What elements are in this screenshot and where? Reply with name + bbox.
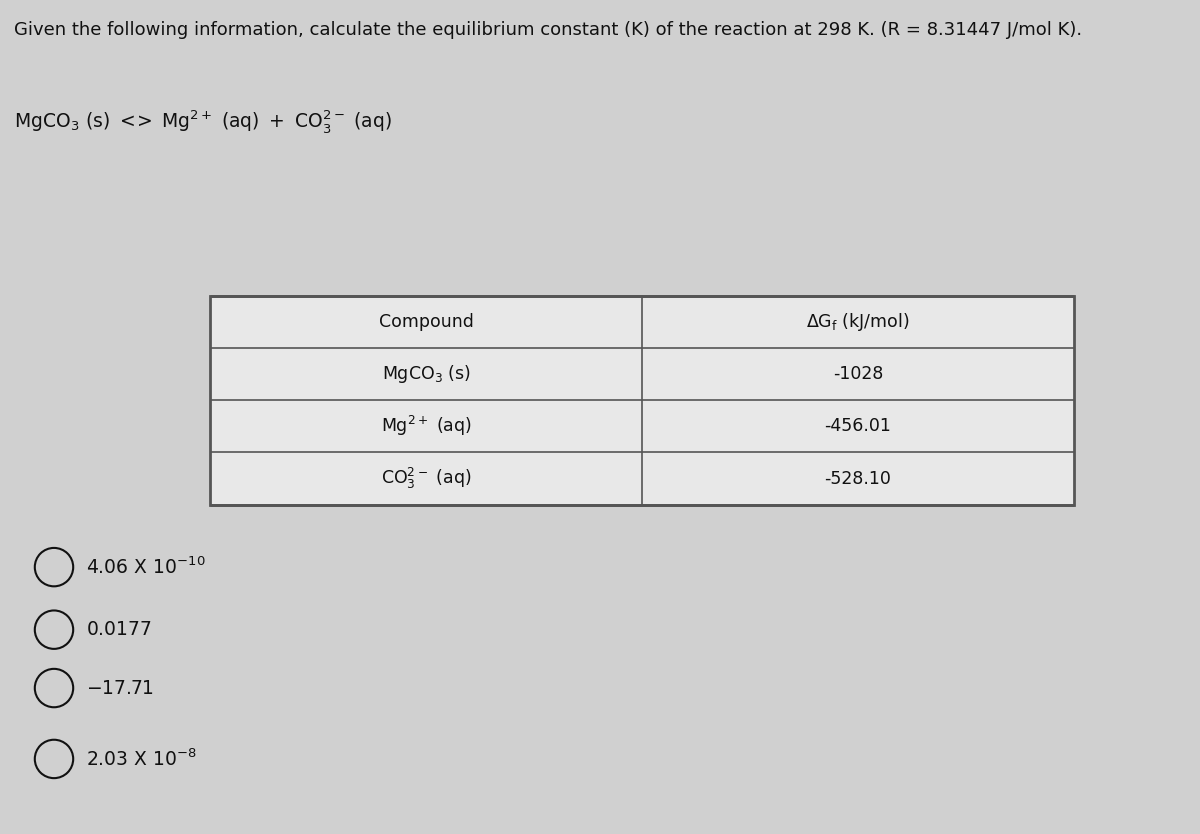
Text: -528.10: -528.10 bbox=[824, 470, 892, 488]
Text: $\mathrm{MgCO_3\ (s)\ <\!\!>\  Mg^{2+}\ (aq)\ +\ CO_3^{2-}\ (aq)}$: $\mathrm{MgCO_3\ (s)\ <\!\!>\ Mg^{2+}\ (… bbox=[14, 108, 392, 135]
Bar bbox=[210, 296, 1074, 505]
Text: $\mathrm{CO_3^{2-}\ (aq)}$: $\mathrm{CO_3^{2-}\ (aq)}$ bbox=[380, 466, 472, 491]
Text: Compound: Compound bbox=[378, 313, 474, 331]
Bar bbox=[210, 296, 1074, 505]
Text: $\mathrm{0.0177}$: $\mathrm{0.0177}$ bbox=[86, 620, 152, 639]
Text: $\mathrm{Mg^{2+}\ (aq)}$: $\mathrm{Mg^{2+}\ (aq)}$ bbox=[380, 414, 472, 439]
Text: -1028: -1028 bbox=[833, 365, 883, 384]
Text: $\mathrm{MgCO_3\ (s)}$: $\mathrm{MgCO_3\ (s)}$ bbox=[382, 364, 470, 385]
Text: $\mathrm{\Delta G_f\ (kJ/mol)}$: $\mathrm{\Delta G_f\ (kJ/mol)}$ bbox=[806, 311, 910, 333]
Text: $\mathrm{-17.71}$: $\mathrm{-17.71}$ bbox=[86, 679, 155, 697]
Text: Given the following information, calculate the equilibrium constant (K) of the r: Given the following information, calcula… bbox=[14, 21, 1082, 39]
Text: $\mathrm{4.06\ X\ 10^{-10}}$: $\mathrm{4.06\ X\ 10^{-10}}$ bbox=[86, 556, 206, 578]
Text: $\mathrm{2.03\ X\ 10^{-8}}$: $\mathrm{2.03\ X\ 10^{-8}}$ bbox=[86, 748, 198, 770]
Text: -456.01: -456.01 bbox=[824, 417, 892, 435]
